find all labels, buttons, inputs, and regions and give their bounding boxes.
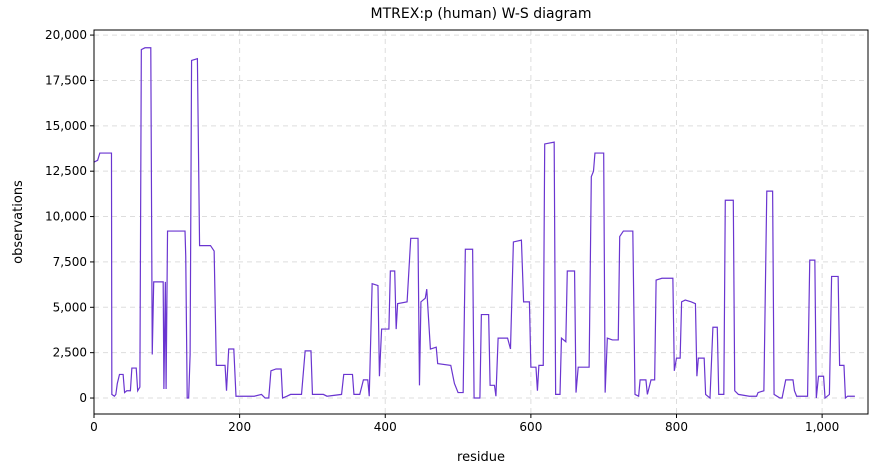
y-tick-label: 20,000 xyxy=(45,28,87,42)
x-tick-label: 1,000 xyxy=(805,420,839,434)
y-tick-label: 5,000 xyxy=(53,300,87,314)
x-tick-label: 200 xyxy=(228,420,251,434)
x-tick-label: 400 xyxy=(374,420,397,434)
y-axis-label: observations xyxy=(11,180,26,264)
y-tick-label: 0 xyxy=(79,391,87,405)
data-line xyxy=(93,47,855,400)
y-tick-label: 10,000 xyxy=(45,210,87,224)
x-tick-label: 800 xyxy=(665,420,688,434)
plot-frame xyxy=(93,29,869,415)
y-tick-label: 17,500 xyxy=(45,73,87,87)
y-tick-label: 2,500 xyxy=(53,346,87,360)
y-tick-label: 7,500 xyxy=(53,255,87,269)
x-axis-label: residue xyxy=(457,450,505,465)
x-tick-label: 600 xyxy=(519,420,542,434)
x-tick-label: 0 xyxy=(90,420,98,434)
y-tick-label: 12,500 xyxy=(45,164,87,178)
chart-title: MTREX:p (human) W-S diagram xyxy=(371,6,592,22)
y-tick-label: 15,000 xyxy=(45,119,87,133)
